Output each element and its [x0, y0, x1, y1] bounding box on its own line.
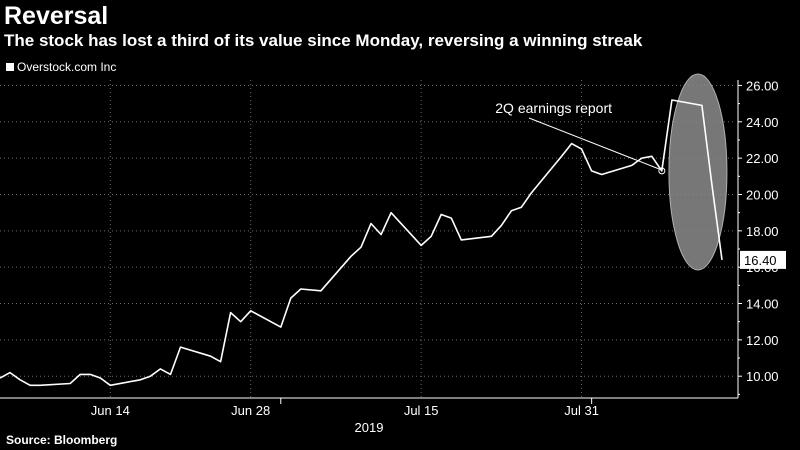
x-tick-label: Jul 31: [564, 403, 599, 418]
chart-subtitle: The stock has lost a third of its value …: [4, 31, 643, 50]
annotation-leader: [528, 117, 660, 170]
y-tick-label: 18.00: [746, 224, 779, 239]
x-tick-label: Jun 14: [91, 403, 130, 418]
x-tick-label: Jun 28: [231, 403, 270, 418]
x-tick-label: Jul 15: [404, 403, 439, 418]
y-tick-label: 20.00: [746, 187, 779, 202]
y-tick-label: 24.00: [746, 115, 779, 130]
legend-swatch: [6, 63, 14, 71]
legend: Overstock.com Inc: [6, 60, 116, 74]
last-value-label: 16.40: [744, 253, 777, 268]
last-value-box: [740, 250, 786, 269]
annotation-text: 2Q earnings report: [495, 100, 612, 116]
x-year-label: 2019: [355, 420, 384, 435]
chart-title: Reversal: [4, 2, 109, 30]
y-tick-label: 12.00: [746, 333, 779, 348]
highlight-ellipse: [668, 73, 728, 271]
y-tick-label: 10.00: [746, 369, 779, 384]
legend-label: Overstock.com Inc: [17, 60, 117, 74]
annotation-marker: [658, 167, 666, 175]
y-tick-label: 14.00: [746, 297, 779, 312]
y-tick-label: 22.00: [746, 151, 779, 166]
series-line: [0, 99, 723, 387]
y-tick-label: 26.00: [746, 78, 779, 93]
source-note: Source: Bloomberg: [6, 433, 118, 447]
